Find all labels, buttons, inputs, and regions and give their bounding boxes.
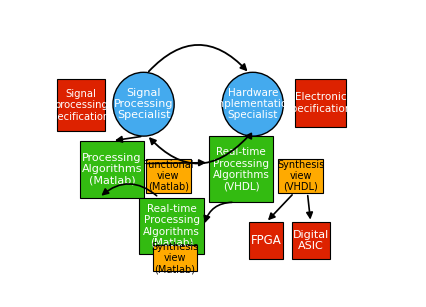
Text: Real-time
Processing
Algorithms
(VHDL): Real-time Processing Algorithms (VHDL) <box>212 147 269 191</box>
FancyBboxPatch shape <box>153 245 197 271</box>
Ellipse shape <box>112 72 174 136</box>
FancyBboxPatch shape <box>248 222 283 259</box>
FancyBboxPatch shape <box>294 80 345 127</box>
Text: Processing
Algorithms
(Matlab): Processing Algorithms (Matlab) <box>82 153 142 185</box>
Text: FPGA: FPGA <box>250 234 281 247</box>
FancyBboxPatch shape <box>139 198 204 254</box>
FancyBboxPatch shape <box>146 159 190 193</box>
FancyBboxPatch shape <box>57 80 104 131</box>
Ellipse shape <box>222 72 283 136</box>
Text: Hardware
Implementation
Specialist: Hardware Implementation Specialist <box>211 88 294 120</box>
Text: Real-time
Processing
Algorithms
(Matlab): Real-time Processing Algorithms (Matlab) <box>143 204 200 248</box>
Text: Signal
processing
specifications: Signal processing specifications <box>46 89 115 122</box>
Text: Digital
ASIC: Digital ASIC <box>292 230 328 251</box>
Text: Synthesis
view
(Matlab): Synthesis view (Matlab) <box>151 242 198 274</box>
Text: Signal
Processing
Specialist: Signal Processing Specialist <box>114 88 173 120</box>
FancyBboxPatch shape <box>291 222 329 259</box>
FancyBboxPatch shape <box>208 136 273 202</box>
Text: Electronic
Specifications: Electronic Specifications <box>283 92 356 114</box>
FancyBboxPatch shape <box>278 159 322 193</box>
Text: Synthesis
view
(VHDL): Synthesis view (VHDL) <box>276 160 324 192</box>
FancyBboxPatch shape <box>80 141 144 198</box>
Text: Functional
view
(Matlab): Functional view (Matlab) <box>143 160 193 192</box>
